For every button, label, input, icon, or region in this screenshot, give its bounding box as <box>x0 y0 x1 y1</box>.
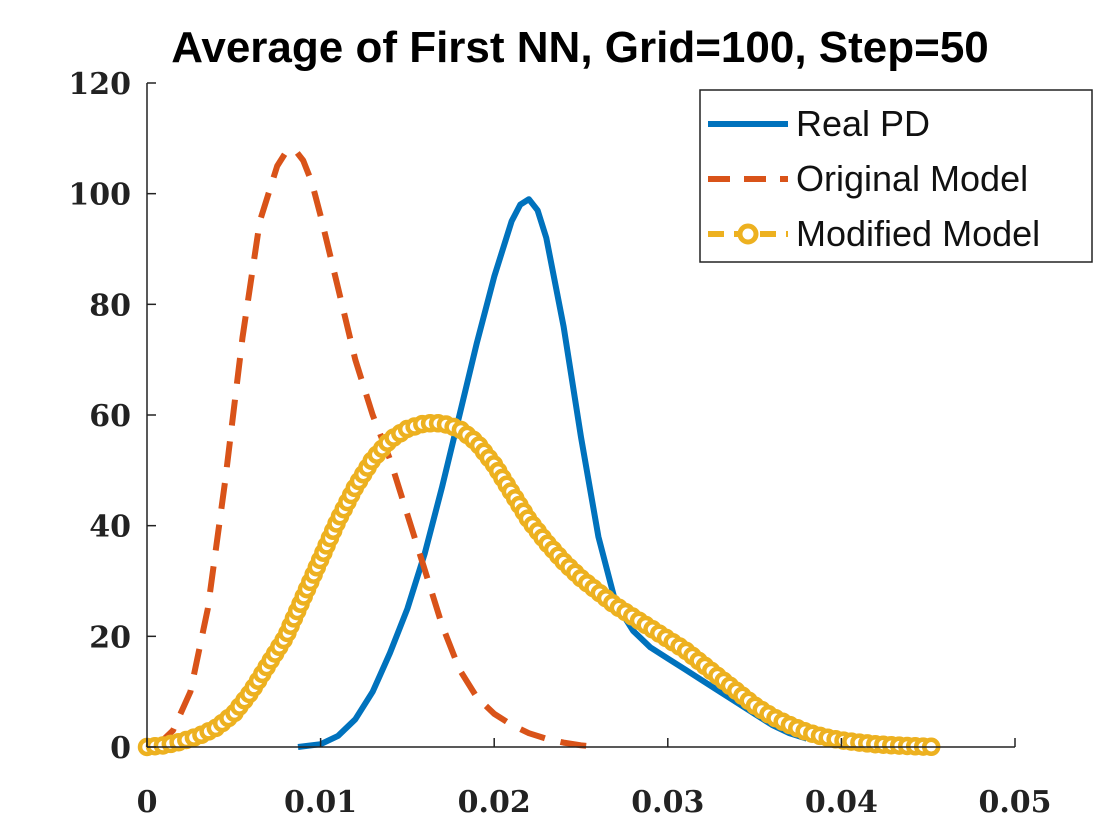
ticks: 0 0.01 0.02 0.03 0.04 0.05 0 20 40 60 80 100 120 <box>68 67 1051 820</box>
x-tick-label-2: 0.02 <box>458 785 531 820</box>
legend-label-0: Real PD <box>796 103 930 144</box>
x-tick-label-4: 0.04 <box>805 785 878 820</box>
x-tick-label-1: 0.01 <box>284 785 357 820</box>
y-tick-label-2: 40 <box>89 510 131 545</box>
series-line-0 <box>297 196 808 750</box>
y-tick-label-6: 120 <box>68 67 131 102</box>
series-layer <box>137 146 941 757</box>
plot-area <box>137 146 941 757</box>
legend-label-2: Modified Model <box>796 213 1040 254</box>
x-tick-label-0: 0 <box>137 785 158 820</box>
y-tick-label-1: 20 <box>89 620 131 655</box>
legend-label-1: Original Model <box>796 158 1028 199</box>
x-tick-label-3: 0.03 <box>631 785 704 820</box>
series-line-1 <box>153 146 599 750</box>
x-tick-label-5: 0.05 <box>978 785 1051 820</box>
y-tick-label-4: 80 <box>89 288 131 323</box>
series-line-2 <box>146 420 938 750</box>
y-tick-label-3: 60 <box>89 399 131 434</box>
y-tick-label-0: 0 <box>110 731 131 766</box>
y-tick-label-5: 100 <box>68 178 131 213</box>
legend-marker-2 <box>737 223 759 245</box>
series-markers-2 <box>137 414 941 757</box>
legend: Real PD Original Model Modified Model <box>699 89 1093 263</box>
chart-title: Average of First NN, Grid=100, Step=50 <box>171 23 989 72</box>
